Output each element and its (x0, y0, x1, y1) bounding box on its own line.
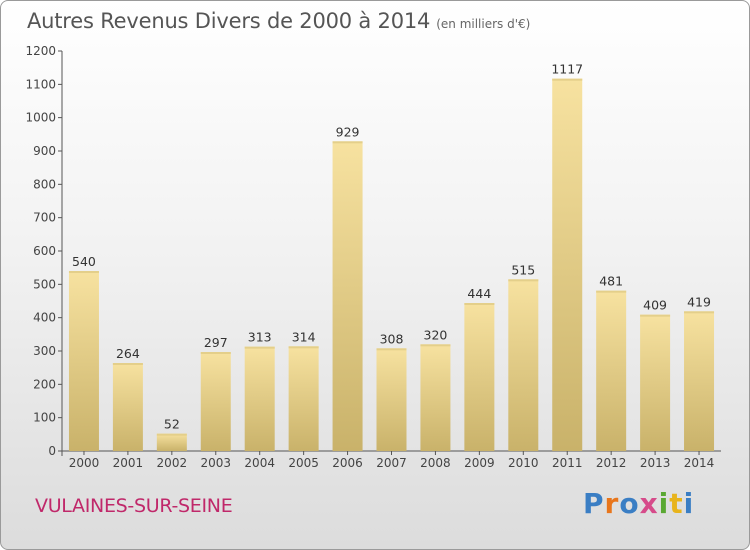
bar-2000 (68, 271, 99, 451)
bar-top-edge (376, 348, 407, 351)
bar-2004 (244, 346, 275, 451)
x-tick-label: 2004 (244, 456, 275, 470)
y-tick-label: 0 (48, 444, 56, 458)
x-tick-label: 2012 (596, 456, 627, 470)
bar-top-edge (684, 311, 715, 314)
y-tick-label: 400 (33, 311, 56, 325)
logo-letter: x (639, 487, 659, 520)
data-label-2002: 52 (164, 417, 180, 432)
bar-2012 (596, 290, 627, 451)
bar-top-edge (508, 279, 539, 282)
x-tick-label: 2014 (684, 456, 715, 470)
data-label-2006: 929 (336, 124, 360, 139)
data-label-2004: 313 (248, 330, 272, 345)
x-tick-label: 2007 (376, 456, 407, 470)
logo-letter: i (658, 487, 670, 520)
logo-letter: o (619, 487, 640, 520)
logo-letter: t (669, 487, 684, 520)
data-label-2010: 515 (511, 262, 535, 277)
bar-top-edge (420, 344, 451, 347)
bar-2003 (200, 352, 231, 451)
x-tick-label: 2002 (157, 456, 188, 470)
x-tick-label: 2008 (420, 456, 451, 470)
y-tick-label: 300 (33, 344, 56, 358)
bar-2007 (376, 348, 407, 451)
commune-name: VULAINES-SUR-SEINE (35, 495, 233, 517)
proxiti-logo: Proxiti (583, 487, 694, 520)
data-label-2009: 444 (467, 286, 491, 301)
chart-labels: 540 264 52 297 313 314 929 308 320 444 515 1117 481 4… (72, 62, 711, 432)
y-tick-label: 1100 (25, 77, 56, 91)
bar-top-edge (112, 363, 143, 365)
bar-2014 (684, 311, 715, 451)
data-label-2011: 1117 (551, 62, 583, 77)
data-label-2007: 308 (380, 331, 404, 346)
x-tick-label: 2001 (113, 456, 144, 470)
bar-top-edge (332, 141, 363, 144)
bar-top-edge (464, 303, 495, 305)
x-tick-label: 2005 (288, 456, 319, 470)
data-label-2012: 481 (599, 274, 623, 289)
logo-letter: i (683, 487, 695, 520)
bar-top-edge (244, 346, 275, 349)
bar-2006 (332, 141, 363, 452)
x-tick-label: 2009 (464, 456, 495, 470)
bar-2013 (640, 314, 671, 451)
bar-2008 (420, 344, 451, 451)
y-tick-label: 900 (33, 144, 56, 158)
bar-2002 (156, 433, 187, 451)
bar-top-edge (288, 346, 319, 349)
x-tick-label: 2011 (552, 456, 583, 470)
data-label-2013: 409 (643, 298, 667, 313)
y-tick-label: 500 (33, 277, 56, 291)
y-tick-label: 100 (33, 411, 56, 425)
logo-letter: P (583, 487, 605, 520)
bar-2010 (508, 279, 539, 451)
x-tick-label: 2010 (508, 456, 539, 470)
x-tick-label: 2006 (332, 456, 363, 470)
bar-top-edge (200, 352, 231, 354)
y-tick-label: 800 (33, 177, 56, 191)
bar-top-edge (552, 78, 583, 81)
data-label-2014: 419 (687, 294, 711, 309)
bar-2005 (288, 346, 319, 451)
chart-title: Autres Revenus Divers de 2000 à 2014 (en … (27, 9, 531, 33)
bar-top-edge (640, 314, 671, 317)
bar-2009 (464, 303, 495, 451)
logo-letter: r (604, 487, 620, 520)
y-tick-label: 200 (33, 377, 56, 391)
y-tick-label: 1200 (25, 44, 56, 58)
y-tick-label: 600 (33, 244, 56, 258)
chart-bars (68, 78, 715, 452)
y-tick-label: 1000 (25, 111, 56, 125)
data-label-2003: 297 (204, 335, 228, 350)
chart-axes: 0 100 200 300 400 500 600 700 800 900 1000 1100 1200… (25, 44, 721, 470)
x-tick-label: 2013 (640, 456, 671, 470)
bar-2001 (112, 363, 143, 451)
bar-2011 (552, 78, 583, 452)
bar-top-edge (596, 290, 627, 293)
x-tick-label: 2000 (69, 456, 100, 470)
y-tick-label: 700 (33, 211, 56, 225)
bar-top-edge (68, 271, 99, 273)
data-label-2008: 320 (424, 327, 448, 342)
data-label-2005: 314 (292, 329, 316, 344)
data-label-2001: 264 (116, 346, 140, 361)
data-label-2000: 540 (72, 254, 96, 269)
chart-subtitle: (en milliers d'€) (436, 17, 531, 31)
bar-top-edge (156, 433, 187, 436)
x-tick-label: 2003 (200, 456, 231, 470)
